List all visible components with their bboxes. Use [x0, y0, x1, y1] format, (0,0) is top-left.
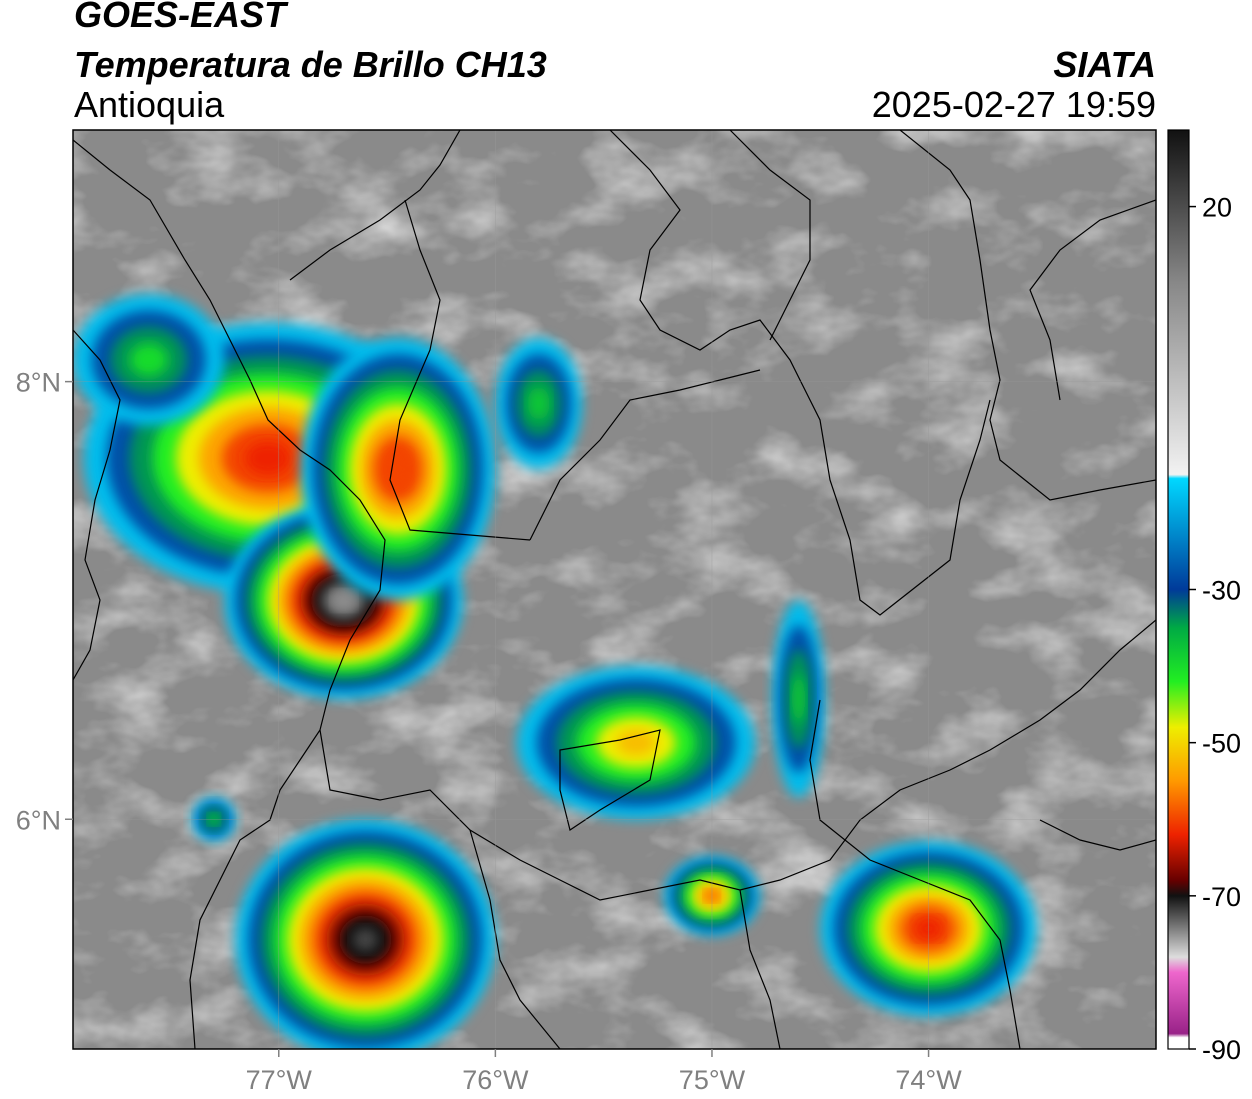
map-area	[73, 130, 1156, 1049]
storm-5-level-9	[352, 927, 379, 952]
colorbar-tick-label: 20	[1202, 193, 1232, 223]
region-label: Antioquia	[74, 84, 225, 125]
dept-border-2	[609, 130, 991, 616]
gridlines	[73, 130, 1156, 1049]
storm-0-level-7	[244, 441, 291, 476]
organization-label: SIATA	[1053, 44, 1156, 85]
border-north	[289, 130, 461, 281]
lon-tick-label: 76°W	[462, 1065, 529, 1095]
dept-border-9	[1039, 819, 1156, 851]
latitude-ticks: 8°N 6°N	[16, 368, 73, 835]
dept-border-1	[389, 199, 531, 541]
colorbar: 20 -30 -50 -70 -90	[1167, 129, 1241, 1065]
storm-9-level-3	[792, 674, 806, 724]
product-title: Temperatura de Brillo CH13	[74, 44, 547, 85]
dept-border-8	[809, 699, 1021, 1049]
boundary-lines	[73, 130, 1156, 1049]
lon-tick-label: 74°W	[895, 1065, 962, 1095]
colorbar-fill	[1168, 130, 1189, 1049]
colorbar-ticks: 20 -30 -50 -70 -90	[1189, 193, 1241, 1065]
coastline	[73, 139, 386, 1049]
lat-tick-label: 8°N	[16, 368, 61, 398]
dept-border-11	[469, 829, 561, 1049]
dept-border-3	[529, 369, 761, 541]
dept-border-12	[739, 889, 781, 1049]
coastline-west	[73, 329, 121, 681]
map-frame	[72, 129, 1157, 1050]
colorbar-tick-label: -70	[1202, 882, 1241, 912]
storm-3-level-3	[527, 387, 550, 420]
colorbar-tick-label: -50	[1202, 729, 1241, 759]
dept-border-5	[729, 130, 811, 341]
timestamp-label: 2025-02-27 19:59	[871, 84, 1156, 125]
storm-1-level-10	[332, 591, 355, 610]
lon-tick-label: 77°W	[246, 1065, 313, 1095]
lon-tick-label: 75°W	[679, 1065, 746, 1095]
lat-tick-label: 6°N	[16, 805, 61, 835]
longitude-ticks: 77°W 76°W 75°W 74°W	[246, 1049, 962, 1095]
colorbar-tick-label: -90	[1202, 1035, 1241, 1065]
colorbar-tick-label: -30	[1202, 576, 1241, 606]
storm-4-level-3	[129, 343, 168, 377]
dept-border-6	[899, 130, 1156, 501]
dept-border-10	[559, 729, 661, 831]
storm-6-level-5	[616, 729, 657, 756]
storm-2-level-7	[385, 452, 411, 486]
satellite-title: GOES-EAST	[74, 0, 287, 35]
dept-border-7	[1029, 199, 1156, 401]
